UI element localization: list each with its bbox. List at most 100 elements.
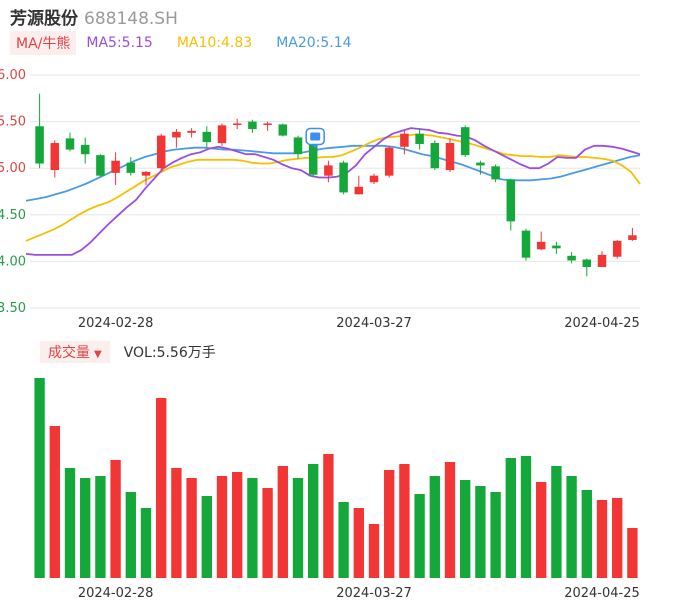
candle[interactable] [369, 173, 379, 185]
candle[interactable] [445, 138, 455, 172]
candle[interactable] [35, 93, 44, 169]
marker-fill [310, 132, 321, 141]
candle[interactable] [156, 133, 166, 171]
volume-bar[interactable] [444, 462, 456, 578]
volume-bar[interactable] [581, 490, 592, 578]
candle[interactable] [202, 126, 212, 148]
candle[interactable] [263, 121, 272, 131]
candle-body [491, 166, 500, 180]
volume-bar[interactable] [308, 464, 319, 578]
volume-bar[interactable] [384, 470, 395, 578]
candle[interactable] [415, 128, 424, 150]
candle[interactable] [491, 164, 500, 183]
candle[interactable] [506, 178, 516, 231]
candle[interactable] [217, 123, 227, 146]
candle-body [324, 165, 333, 176]
volume-bar[interactable] [505, 458, 516, 578]
candle[interactable] [50, 140, 60, 178]
candle[interactable] [628, 227, 637, 241]
candle[interactable] [80, 137, 90, 164]
volume-bar[interactable] [64, 468, 76, 578]
volume-bar[interactable] [186, 478, 197, 578]
volume-bar[interactable] [216, 476, 228, 578]
volume-bar[interactable] [95, 476, 106, 578]
candle[interactable] [552, 241, 561, 254]
volume-bar[interactable] [80, 478, 91, 578]
volume-bar[interactable] [292, 478, 304, 578]
volume-bar[interactable] [353, 508, 364, 578]
candle-body [460, 127, 470, 156]
candle[interactable] [354, 175, 364, 195]
candle-body [232, 123, 242, 125]
volume-bar[interactable] [596, 500, 608, 578]
volume-bar[interactable] [566, 476, 577, 578]
candle[interactable] [430, 140, 440, 171]
candle[interactable] [582, 258, 592, 277]
volume-bar[interactable] [171, 468, 182, 578]
candle[interactable] [384, 145, 394, 178]
candle[interactable] [400, 130, 409, 155]
candle[interactable] [308, 142, 318, 178]
volume-indicator-dropdown[interactable]: 成交量 ▼ [40, 341, 110, 363]
volume-bar[interactable] [338, 502, 349, 578]
ma-toggle-badge[interactable]: MA/牛熊 [10, 31, 77, 55]
volume-bar[interactable] [140, 508, 152, 578]
x-tick-label-price: 2024-03-27 [336, 316, 412, 331]
candle[interactable] [141, 170, 151, 185]
candle[interactable] [187, 128, 196, 138]
candle[interactable] [172, 129, 181, 148]
candle-body [536, 241, 546, 250]
y-tick-label: 4.00 [0, 254, 26, 269]
volume-bar[interactable] [490, 492, 501, 578]
volume-bar[interactable] [277, 466, 288, 578]
volume-legend: 成交量 ▼ VOL:5.56万手 [40, 341, 216, 363]
volume-bar[interactable] [414, 494, 425, 578]
volume-bar[interactable] [536, 482, 547, 578]
volume-bar[interactable] [460, 480, 471, 578]
volume-bar[interactable] [125, 492, 136, 578]
candle[interactable] [111, 152, 120, 185]
candle[interactable] [126, 157, 136, 176]
volume-bar[interactable] [551, 466, 562, 578]
volume-bar[interactable] [247, 478, 258, 578]
candle[interactable] [612, 239, 622, 259]
candle[interactable] [567, 252, 576, 264]
candle[interactable] [232, 118, 242, 130]
volume-bar[interactable] [232, 472, 243, 578]
volume-bar[interactable] [368, 524, 380, 578]
candle-body [35, 126, 44, 164]
volume-bar[interactable] [49, 426, 60, 578]
volume-bar[interactable] [429, 476, 440, 578]
volume-bars [34, 378, 638, 578]
volume-bar[interactable] [34, 378, 45, 578]
volume-bar[interactable] [156, 398, 167, 578]
volume-bar[interactable] [627, 528, 638, 578]
candle[interactable] [521, 228, 531, 261]
candle[interactable] [460, 125, 470, 158]
volume-bar[interactable] [399, 464, 410, 578]
candle[interactable] [536, 231, 546, 251]
candle[interactable] [339, 160, 348, 195]
volume-bar[interactable] [612, 498, 623, 578]
x-tick-label-price: 2024-02-28 [78, 316, 154, 331]
candle[interactable] [65, 132, 75, 152]
volume-bar[interactable] [201, 496, 212, 578]
candle[interactable] [248, 119, 257, 133]
candle[interactable] [476, 160, 485, 175]
volume-bar[interactable] [323, 454, 334, 578]
y-tick-label: 3.50 [0, 301, 26, 316]
volume-bar[interactable] [520, 456, 532, 578]
volume-bar[interactable] [110, 460, 121, 578]
event-marker-icon[interactable] [305, 127, 325, 149]
candle-body [217, 125, 227, 144]
x-tick-label-volume: 2024-03-27 [336, 586, 412, 601]
candle[interactable] [597, 251, 607, 267]
candle-body [476, 162, 485, 166]
candle[interactable] [278, 123, 288, 137]
volume-bar[interactable] [475, 486, 486, 578]
candle[interactable] [324, 160, 333, 183]
volume-bar[interactable] [262, 488, 273, 578]
candle-body [445, 143, 455, 171]
candle[interactable] [293, 135, 303, 159]
candle[interactable] [96, 154, 105, 178]
